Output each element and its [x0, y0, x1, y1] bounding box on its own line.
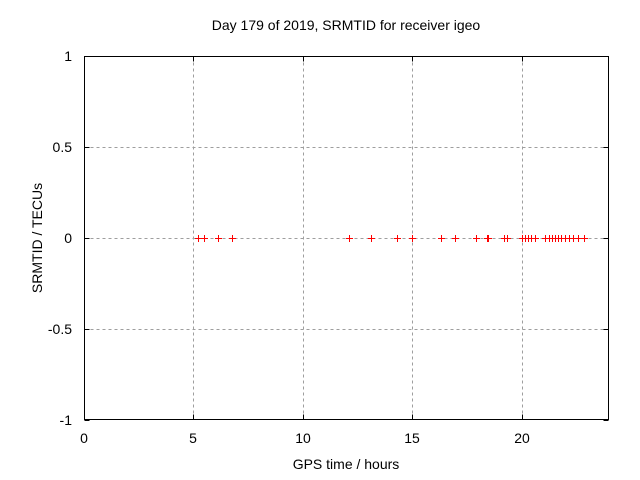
x-tick-label: 10	[295, 430, 311, 446]
x-tick-label: 5	[189, 430, 197, 446]
y-axis-label: SRMTID / TECUs	[29, 183, 45, 293]
data-point-marker	[473, 235, 480, 242]
data-point-marker	[575, 235, 582, 242]
x-tick-label: 20	[514, 430, 530, 446]
x-tick-labels: 0 5 10 15 20	[80, 430, 530, 446]
chart-title: Day 179 of 2019, SRMTID for receiver ige…	[212, 17, 481, 33]
y-tick-label: 0.5	[53, 139, 73, 155]
y-tick-label: -0.5	[48, 321, 72, 337]
data-point-marker	[438, 235, 445, 242]
data-point-marker	[409, 235, 416, 242]
data-point-marker	[504, 235, 511, 242]
data-point-marker	[485, 235, 492, 242]
x-tick-label: 15	[404, 430, 420, 446]
data-point-marker	[452, 235, 459, 242]
data-points	[195, 235, 588, 242]
data-point-marker	[532, 235, 539, 242]
data-point-marker	[581, 235, 588, 242]
y-tick-label: 1	[64, 48, 72, 64]
x-tick-label: 0	[80, 430, 88, 446]
y-tick-label: -1	[60, 412, 73, 428]
data-point-marker	[229, 235, 236, 242]
data-point-marker	[195, 235, 202, 242]
x-axis-label: GPS time / hours	[293, 456, 400, 472]
y-tick-label: 0	[64, 230, 72, 246]
y-tick-labels: -1 -0.5 0 0.5 1	[48, 48, 72, 428]
tick-marks	[84, 56, 609, 421]
data-point-marker	[201, 235, 208, 242]
data-point-marker	[394, 235, 401, 242]
data-point-marker	[368, 235, 375, 242]
data-point-marker	[346, 235, 353, 242]
data-point-marker	[215, 235, 222, 242]
